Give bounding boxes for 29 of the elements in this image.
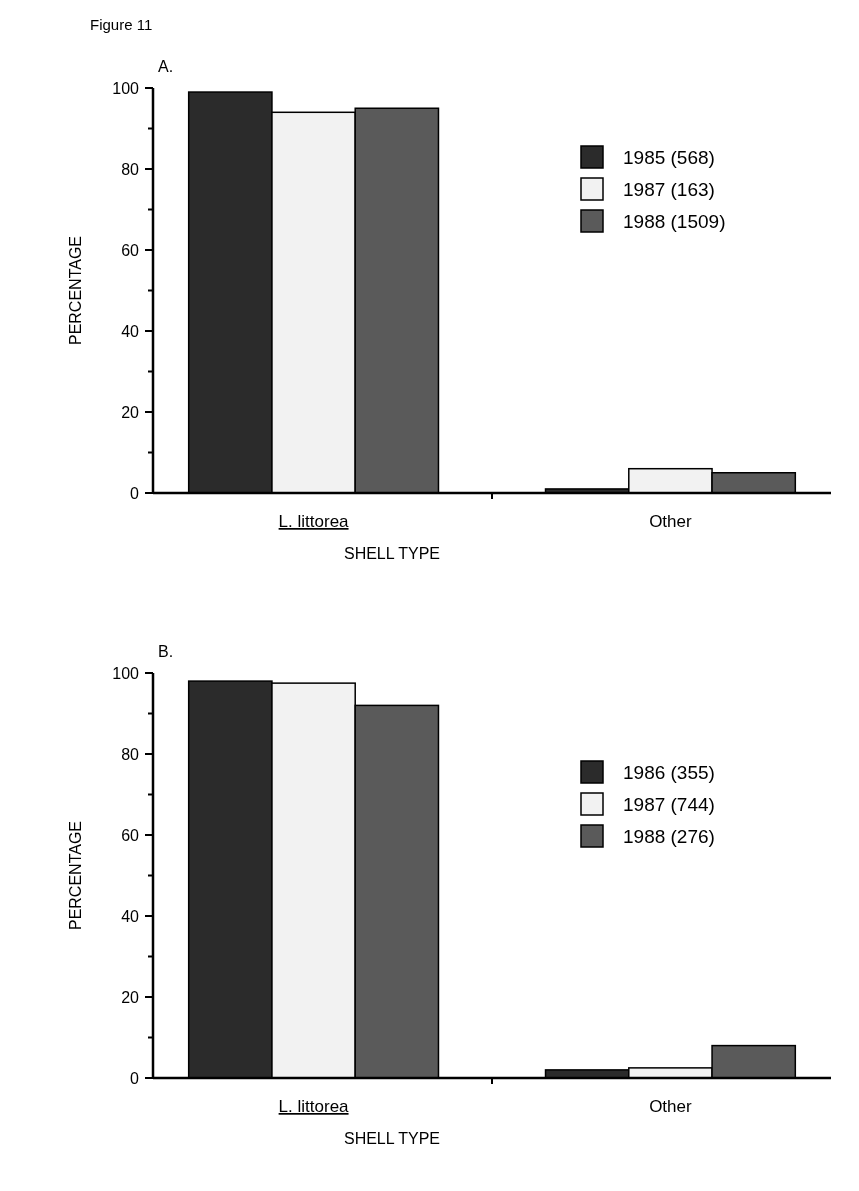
y-axis-title: PERCENTAGE [67, 820, 84, 931]
legend-label: 1987 (744) [623, 794, 715, 815]
legend-label: 1985 (568) [623, 147, 715, 168]
x-tick-label: Other [649, 512, 693, 531]
legend-label: 1987 (163) [623, 179, 715, 200]
chart-title: A. [158, 58, 174, 75]
y-tick-label: 0 [130, 1069, 140, 1087]
y-axis-title: PERCENTAGE [67, 235, 84, 346]
chart-title: B. [158, 643, 174, 660]
x-tick-label: L. littorea [278, 1097, 350, 1116]
y-tick-label: 80 [121, 160, 140, 178]
legend-label: 1988 (1509) [623, 211, 726, 232]
y-tick-label: 100 [112, 664, 140, 682]
y-tick-label: 60 [121, 826, 140, 844]
legend-label: 1988 (276) [623, 826, 715, 847]
y-tick-label: 20 [121, 403, 140, 421]
y-tick-label: 100 [112, 79, 140, 97]
x-axis-title: SHELL TYPE [343, 1130, 441, 1147]
y-tick-label: 40 [121, 907, 140, 925]
y-tick-label: 80 [121, 745, 140, 763]
y-tick-label: 20 [121, 988, 140, 1006]
y-tick-label: 60 [121, 241, 140, 259]
y-tick-label: 0 [130, 484, 140, 502]
caption: Figure 11 [90, 16, 153, 33]
y-tick-label: 40 [121, 322, 140, 340]
x-axis-title: SHELL TYPE [343, 545, 441, 562]
legend-label: 1986 (355) [623, 762, 715, 783]
x-tick-label: Other [649, 1097, 693, 1116]
x-tick-label: L. littorea [278, 512, 350, 531]
